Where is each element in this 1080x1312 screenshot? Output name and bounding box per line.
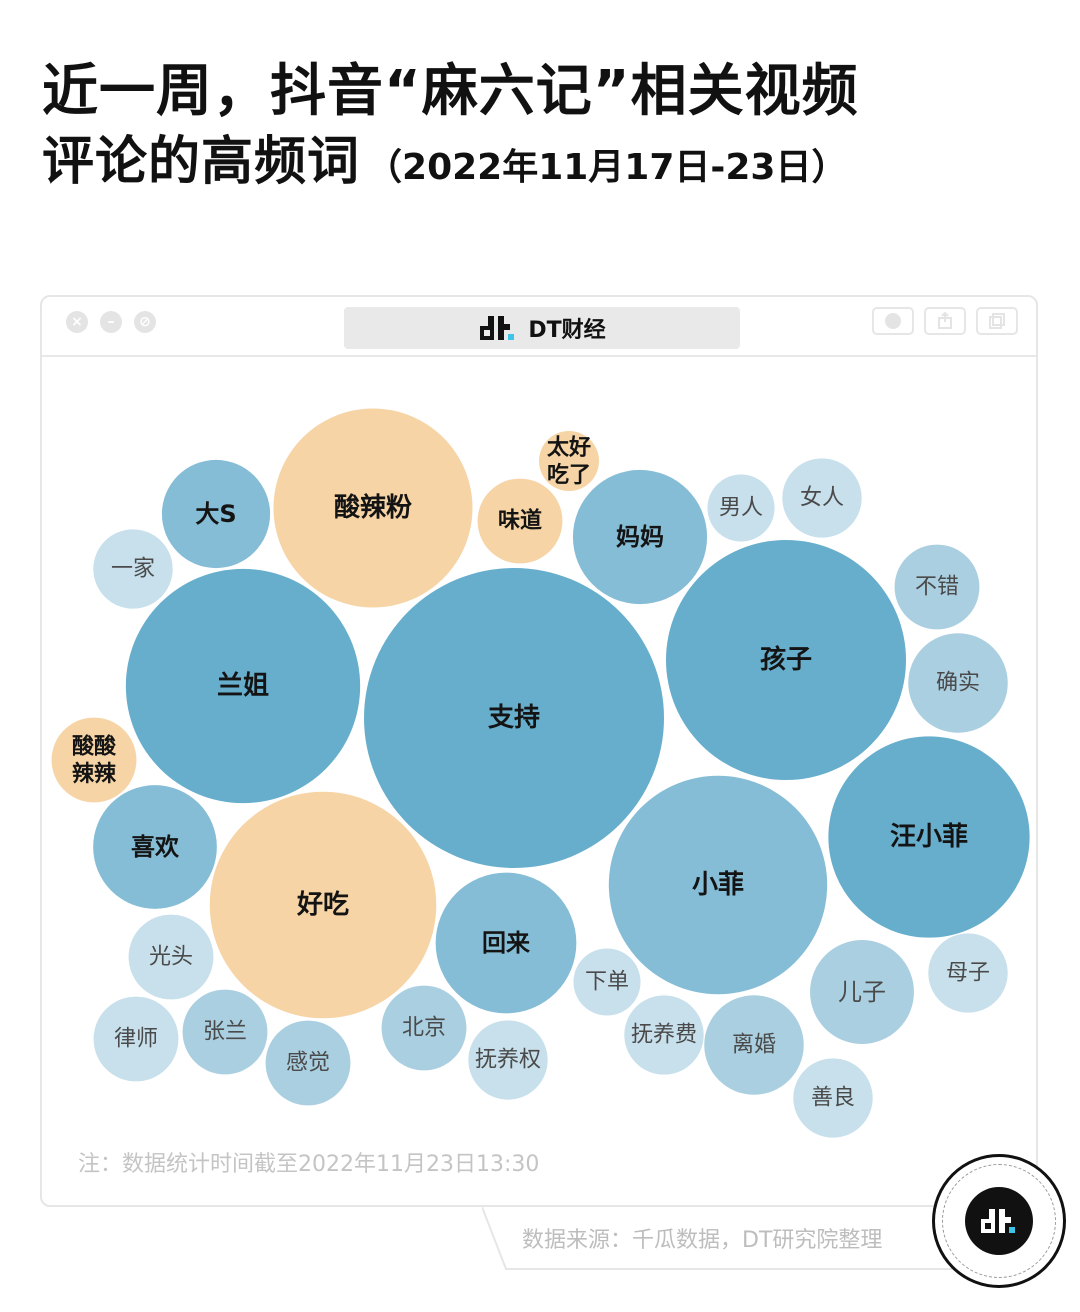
- bubble-2: [125, 568, 361, 804]
- window-titlebar: × – ⊘ DT财经: [42, 297, 1036, 357]
- bubble-label-27: 男人: [719, 496, 763, 521]
- bubble-12: [908, 633, 1008, 733]
- bubble-21: [381, 985, 467, 1071]
- duplicate-icon[interactable]: [976, 307, 1018, 335]
- bubble-label-12: 确实: [936, 671, 980, 696]
- minimize-icon[interactable]: –: [100, 311, 122, 333]
- bubble-16: [894, 544, 980, 630]
- bubble-18: [93, 996, 179, 1082]
- bubble-label-22: 抚养权: [475, 1048, 541, 1073]
- close-icon[interactable]: ×: [66, 311, 88, 333]
- record-icon[interactable]: [872, 307, 914, 335]
- data-note: 注：数据统计时间截至2022年11月23日13:30: [78, 1152, 540, 1177]
- bubble-label-9: 喜欢: [131, 833, 180, 861]
- bubble-28: [93, 529, 173, 609]
- bubble-9: [93, 785, 217, 909]
- bubble-8: [572, 469, 708, 605]
- bubble-label-1: 孩子: [760, 644, 812, 675]
- bubble-17: [265, 1020, 351, 1106]
- share-icon[interactable]: [924, 307, 966, 335]
- bubble-label-8: 妈妈: [616, 523, 664, 551]
- bubble-label-23: 抚养费: [631, 1023, 697, 1048]
- page-title: 近一周，抖音“麻六记”相关视频 评论的高频词 （2022年11月17日-23日）: [42, 56, 859, 202]
- title-line-2: 评论的高频词 （2022年11月17日-23日）: [42, 128, 859, 202]
- source-tab-shape: [482, 1207, 952, 1270]
- bubble-label-2: 兰姐: [217, 671, 269, 701]
- bubble-label-0: 支持: [488, 703, 540, 733]
- bubble-30: [539, 431, 599, 491]
- bubble-19: [128, 914, 214, 1000]
- bubble-24: [793, 1058, 873, 1138]
- dt-badge-icon: [932, 1154, 1066, 1288]
- bubble-1: [666, 540, 906, 780]
- title-date-range: （2022年11月17日-23日）: [366, 147, 848, 188]
- bubble-label-6: 酸辣粉: [334, 492, 412, 523]
- bubble-11: [161, 459, 271, 569]
- bubble-label-17: 感觉: [286, 1051, 330, 1076]
- bubble-label-4: 小菲: [692, 870, 744, 900]
- bubble-label-18: 律师: [114, 1027, 158, 1052]
- bubble-label-20: 张兰: [203, 1020, 247, 1045]
- bubble-25: [782, 458, 862, 538]
- brand-name: DT财经: [528, 318, 606, 343]
- bubble-26: [928, 933, 1008, 1013]
- bubble-label-11: 大S: [195, 500, 236, 528]
- restore-icon[interactable]: ⊘: [134, 311, 156, 333]
- bubble-14: [477, 478, 563, 564]
- bubble-23: [624, 995, 704, 1075]
- brand-address-bar: DT财经: [344, 307, 740, 349]
- bubble-label-30: 太好吃了: [547, 434, 591, 488]
- bubble-15: [51, 717, 137, 803]
- bubble-5: [209, 791, 437, 1019]
- bubble-3: [828, 736, 1030, 938]
- bubble-label-24: 善良: [811, 1086, 855, 1111]
- bubble-13: [704, 995, 804, 1095]
- bubble-label-21: 北京: [402, 1016, 446, 1041]
- bubble-label-26: 母子: [946, 961, 990, 986]
- dt-logo-icon: [480, 316, 515, 340]
- bubble-label-16: 不错: [915, 575, 959, 600]
- bubble-label-13: 离婚: [732, 1033, 776, 1058]
- bubble-label-15: 酸酸辣辣: [72, 734, 117, 787]
- bubble-label-3: 汪小菲: [890, 822, 968, 852]
- bubble-label-29: 下单: [585, 970, 629, 995]
- bubble-4: [608, 775, 828, 995]
- bubble-29: [573, 948, 641, 1016]
- bubble-0: [364, 568, 664, 868]
- window-buttons: [872, 307, 1018, 335]
- bubble-label-10: 儿子: [838, 978, 886, 1006]
- data-source: 数据来源：千瓜数据，DT研究院整理: [522, 1228, 883, 1253]
- bubble-22: [468, 1020, 548, 1100]
- bubble-label-19: 光头: [149, 945, 193, 970]
- bubble-6: [273, 408, 473, 608]
- bubble-27: [707, 474, 775, 542]
- bubble-label-14: 味道: [498, 508, 542, 534]
- title-main: 评论的高频词: [42, 132, 361, 192]
- bubble-7: [435, 872, 577, 1014]
- bubble-label-5: 好吃: [296, 890, 349, 920]
- bubble-label-7: 回来: [482, 929, 531, 957]
- window-controls: × – ⊘: [66, 311, 156, 333]
- bubble-20: [182, 989, 268, 1075]
- bubble-label-28: 一家: [111, 557, 155, 582]
- title-line-1: 近一周，抖音“麻六记”相关视频: [42, 59, 859, 124]
- bubble-label-25: 女人: [800, 486, 844, 511]
- bubble-10: [810, 940, 914, 1044]
